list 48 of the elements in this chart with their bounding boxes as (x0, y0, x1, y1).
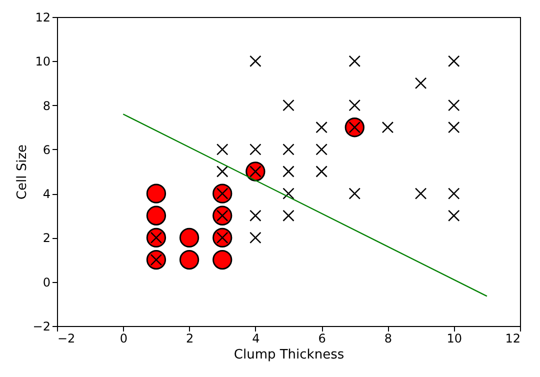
point (316, 121, 328, 134)
point (179, 250, 200, 270)
y-tick-label: 10 (35, 54, 50, 69)
point (448, 99, 460, 112)
point (348, 55, 361, 68)
point (448, 55, 460, 68)
y-tick-label: 4 (42, 187, 50, 202)
y-tick-label: 0 (42, 275, 50, 290)
point (250, 232, 262, 244)
point (316, 144, 328, 156)
x-tick-label: 10 (446, 332, 462, 346)
point (250, 144, 262, 156)
point (146, 206, 166, 226)
point (282, 210, 294, 222)
x-axis-title: Clump Thickness (234, 348, 344, 362)
point (348, 188, 361, 200)
y-tick-label: 6 (42, 142, 50, 157)
x-tick-label: 2 (186, 332, 194, 346)
x-tick-label: −2 (58, 332, 76, 346)
point (414, 188, 427, 200)
point (282, 144, 294, 156)
x-tick-label: 6 (318, 332, 326, 346)
point (216, 166, 228, 178)
point (448, 210, 460, 222)
point (146, 184, 166, 204)
point (282, 188, 294, 200)
x-tick-label: 12 (505, 332, 520, 346)
point (316, 166, 328, 178)
point (282, 99, 294, 112)
y-tick-label: 2 (42, 231, 50, 246)
x-tick-label: 0 (120, 332, 128, 346)
y-tick-label: −2 (32, 320, 50, 334)
point (179, 228, 200, 248)
x-tick-label: 8 (384, 332, 392, 346)
point (382, 121, 394, 134)
y-tick-label: 12 (35, 10, 50, 24)
point (212, 250, 232, 270)
point (216, 144, 228, 156)
y-axis-title: Cell Size (14, 144, 30, 200)
y-tick-label: 8 (42, 98, 50, 113)
point (250, 210, 262, 222)
point (414, 77, 427, 90)
point (348, 99, 361, 112)
point (448, 188, 460, 200)
point (448, 121, 460, 134)
point (250, 55, 262, 68)
point (282, 166, 294, 178)
x-tick-label: 4 (252, 332, 260, 346)
